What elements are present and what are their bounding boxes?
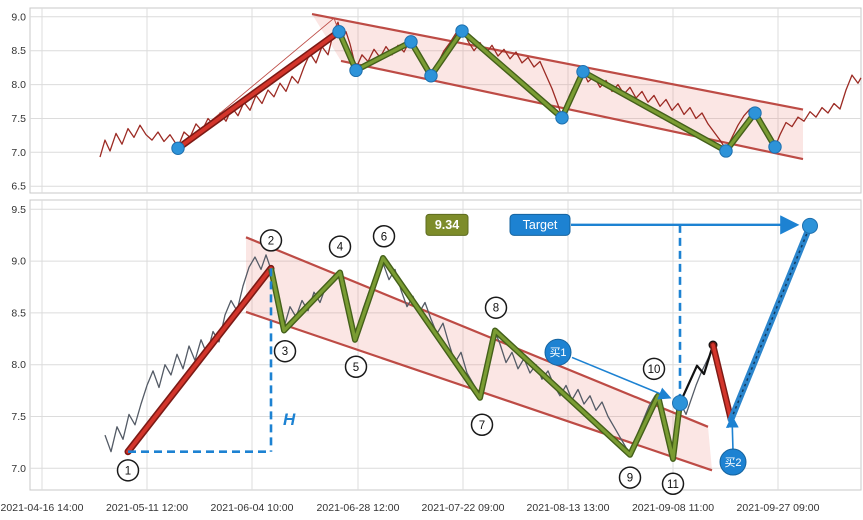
pivot-number-label-10: 10	[648, 364, 661, 376]
target-price-label: 9.34	[435, 218, 459, 232]
x-tick-label: 2021-08-13 13:00	[527, 502, 610, 514]
pivot-dot	[332, 25, 346, 39]
bottom-chart: 9.5 9.0 8.5 8.0 7.5 7.0 H 买1 买2 1 2 3 4 5 6 7 8 9 10 11 9.34…	[11, 199, 862, 496]
recent-price-black-line	[678, 344, 715, 404]
bottom-channel-fill	[246, 237, 712, 471]
target-price-box	[425, 213, 469, 236]
pivot-number-label-9: 9	[627, 473, 633, 485]
x-tick-label: 2021-06-28 12:00	[317, 502, 400, 514]
pivot-dot	[719, 144, 733, 158]
pivot-number-badge-7	[470, 413, 494, 436]
bottom-impulse-line	[126, 266, 273, 454]
x-tick-label: 2021-09-08 11:00	[632, 502, 714, 514]
h-label: H	[283, 410, 296, 429]
buy2-arrow	[725, 414, 739, 451]
pivot-number-badge-9	[618, 466, 642, 489]
target-box-label: Target	[523, 218, 558, 232]
bottom-y-tick-label: 9.5	[11, 204, 26, 216]
bottom-y-tick-label: 8.5	[11, 307, 26, 319]
pivot-dot	[748, 106, 762, 120]
top-y-tick-label: 7.5	[11, 113, 26, 125]
pivot-number-badge-3	[273, 339, 297, 363]
bottom-y-tick-label: 8.0	[11, 359, 26, 371]
pivot-dot	[555, 111, 569, 125]
pivot-number-label-8: 8	[493, 303, 499, 315]
top-y-tick-label: 6.5	[11, 181, 26, 193]
top-chart: 9.0 8.5 8.0 7.5 7.0 6.5	[11, 7, 862, 194]
buy1-badge-label: 买1	[549, 346, 566, 359]
x-tick-label: 2021-07-22 09:00	[422, 502, 505, 514]
x-tick-label: 2021-09-27 09:00	[737, 502, 820, 514]
buy2-badge-label: 买2	[724, 456, 741, 469]
pivot-number-label-2: 2	[268, 235, 274, 247]
signal-blue-dot	[672, 395, 688, 411]
pivot-dot	[349, 63, 363, 78]
x-tick-label: 2021-04-16 14:00	[1, 502, 84, 514]
buy1-badge	[544, 338, 572, 366]
top-impulse-line	[176, 29, 341, 151]
buy1-arrow	[571, 356, 672, 400]
pivot-dot	[455, 24, 469, 38]
top-zigzag-line	[337, 29, 777, 153]
buy2-badge	[719, 448, 747, 476]
pivot-number-label-11: 11	[667, 479, 679, 491]
pivot-number-badge-8	[484, 296, 508, 319]
pivot-number-badge-4	[328, 235, 352, 258]
bottom-zigzag-line	[269, 256, 682, 461]
pivot-number-label-7: 7	[479, 420, 485, 432]
target-box	[509, 213, 571, 236]
top-y-tick-label: 8.5	[11, 45, 26, 57]
top-y-tick-label: 8.0	[11, 79, 26, 91]
bottom-y-tick-label: 9.0	[11, 256, 26, 268]
pivot-dot	[171, 141, 185, 155]
top-y-tick-label: 9.0	[11, 11, 26, 23]
pivot-dot	[424, 69, 438, 83]
pivot-number-badge-10	[642, 357, 666, 381]
top-plot-area	[29, 7, 862, 194]
x-tick-label: 2021-05-11 12:00	[106, 502, 188, 514]
projected-leg-dotted-core	[730, 225, 811, 420]
top-channel-lower-line	[340, 59, 804, 161]
x-tick-label: 2021-06-04 10:00	[211, 502, 294, 514]
top-channel-upper-line	[311, 13, 804, 111]
bottom-y-tick-label: 7.0	[11, 463, 26, 475]
pivot-number-badge-5	[344, 355, 368, 378]
bottom-channel-upper-line	[245, 236, 709, 428]
pivot-number-badge-11	[661, 472, 685, 496]
pivot-dot	[404, 35, 418, 49]
pivot-number-label-4: 4	[337, 242, 344, 254]
pivot-dot	[576, 64, 590, 79]
pivot-number-label-5: 5	[353, 362, 359, 374]
pivot-number-label-1: 1	[125, 465, 131, 477]
top-y-tick-label: 7.0	[11, 147, 26, 159]
pivot-number-badge-6	[372, 225, 396, 248]
pullback-leg-line	[711, 343, 733, 422]
pivot-number-label-6: 6	[381, 231, 387, 243]
bottom-y-tick-label: 7.5	[11, 411, 26, 423]
pivot-dot	[768, 140, 782, 154]
pivot-number-badge-2	[259, 229, 283, 252]
signal-blue-dot	[802, 217, 818, 234]
pivot-number-badge-1	[116, 459, 140, 482]
pivot-number-label-3: 3	[282, 346, 288, 358]
